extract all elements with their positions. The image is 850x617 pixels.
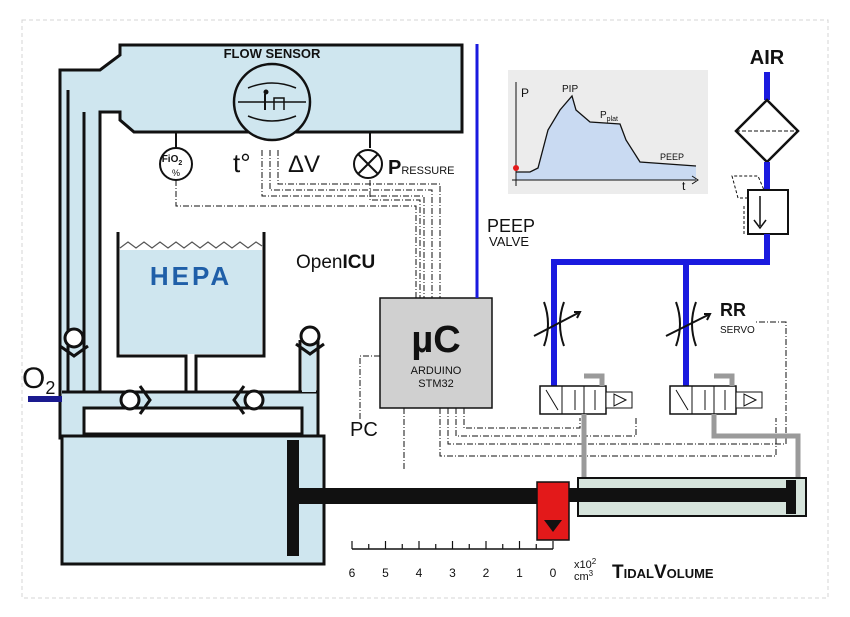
waveform-peep-label: PEEP <box>660 152 684 162</box>
check-valve-inner-left <box>119 389 141 411</box>
main-cylinder <box>60 434 539 566</box>
scale-tick-label: 0 <box>550 566 557 580</box>
pc-label: PC <box>350 419 378 441</box>
waveform-curve <box>516 94 697 173</box>
scale-unit-bottom: cm3 <box>574 569 594 583</box>
temperature-label: t° <box>233 148 251 178</box>
pressure-label: PRESSURE <box>388 157 455 179</box>
flow-sensor-label: FLOW SENSOR <box>224 46 321 61</box>
waveform-fill <box>516 96 696 180</box>
scale-tick-label: 3 <box>449 566 456 580</box>
svg-text:%: % <box>172 168 180 178</box>
scale-unit-top: x102 <box>574 557 597 571</box>
peep-valve-label: VALVE <box>489 234 529 249</box>
uc-label: µC <box>411 319 460 361</box>
piston-rod <box>299 488 539 504</box>
peep-label: PEEP <box>487 216 535 236</box>
waveform-trigger-dot <box>513 165 519 171</box>
scale-tick-label: 4 <box>416 566 423 580</box>
solenoid-valve-right <box>669 385 763 415</box>
pressure-waveform-inset: P t PIP Pplat PEEP <box>508 70 708 194</box>
actuator-cylinder <box>560 477 807 517</box>
o2-label: O2 <box>22 362 55 398</box>
waveform-pip-label: PIP <box>562 84 578 95</box>
flow-sensor: FLOW SENSOR <box>224 46 321 142</box>
o2-inlet-pipe <box>28 396 62 402</box>
solenoid-valve-left <box>539 385 633 415</box>
check-valves <box>59 325 325 415</box>
delta-v-label: ΔV <box>288 151 320 178</box>
rr-label: RR <box>720 300 746 320</box>
check-valve-inner-right <box>243 389 265 411</box>
manifold <box>62 340 320 438</box>
gray-pipes <box>581 373 801 478</box>
waveform-x-label: t <box>682 179 686 193</box>
outer-frame <box>21 19 829 599</box>
waveform-pplat-label: Pplat <box>600 110 618 123</box>
arduino-label: ARDUINO <box>411 365 462 377</box>
check-valve-left <box>63 327 85 349</box>
volume-indicator <box>536 481 570 541</box>
servo-label: SERVO <box>720 325 755 336</box>
air-label: AIR <box>750 47 785 69</box>
pressure-gauge: PRESSURE <box>353 132 455 179</box>
openicu-label: OpenICU <box>296 252 375 273</box>
check-valve-right <box>299 325 321 347</box>
hepa-label: HEPA <box>150 261 232 291</box>
fio2-gauge: FiO2 % <box>159 132 193 181</box>
hepa-filter: HEPA <box>116 232 266 394</box>
scale-tick-label: 5 <box>382 566 389 580</box>
flow-restrictors <box>533 301 712 347</box>
scale-tick-label: 1 <box>516 566 523 580</box>
waveform-y-label: P <box>521 86 529 100</box>
signal-lines <box>175 150 787 470</box>
scale-tick-label: 6 <box>349 566 356 580</box>
microcontroller: µC ARDUINO STM32 <box>379 297 493 409</box>
tidal-volume-label: TIDALVOLUME <box>612 562 714 583</box>
scale-tick-label: 2 <box>483 566 490 580</box>
svg-text:FiO2: FiO2 <box>162 154 183 167</box>
stm32-label: STM32 <box>418 378 453 390</box>
riser-walls <box>66 90 86 438</box>
tidal-volume-scale: 6 5 4 3 2 1 0 x102 cm3 TIDALVOLUME <box>349 541 714 583</box>
